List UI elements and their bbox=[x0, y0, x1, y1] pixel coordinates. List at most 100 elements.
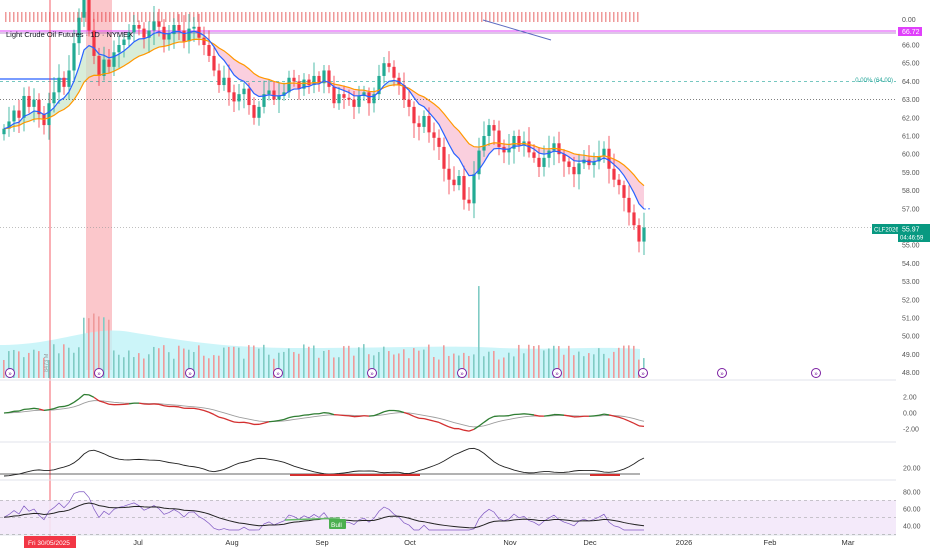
event-markers[interactable]: » » » » » » » » » » bbox=[5, 368, 821, 378]
top-tick bbox=[197, 12, 199, 22]
macd-line bbox=[308, 413, 315, 416]
top-tick bbox=[185, 12, 187, 22]
macd-line bbox=[593, 414, 600, 417]
event-marker-glyph: » bbox=[276, 372, 280, 378]
ema-cloud-segment bbox=[454, 126, 459, 159]
macd-line bbox=[43, 409, 50, 412]
top-tick bbox=[85, 12, 87, 22]
volume-bar bbox=[388, 351, 390, 378]
macd-line bbox=[258, 422, 265, 425]
top-tick bbox=[217, 12, 219, 22]
candle-body bbox=[177, 24, 181, 31]
volume-bar bbox=[243, 358, 245, 378]
top-tick bbox=[493, 12, 495, 22]
volume-bar bbox=[218, 355, 220, 378]
volume-bar bbox=[143, 358, 145, 378]
event-marker-glyph: » bbox=[370, 372, 374, 378]
top-tick bbox=[513, 12, 515, 22]
candle-body bbox=[537, 157, 541, 167]
top-tick bbox=[489, 12, 491, 22]
volume-bar bbox=[208, 358, 210, 378]
event-marker bbox=[5, 368, 15, 378]
volume-bar bbox=[553, 345, 555, 378]
candle-body bbox=[32, 99, 36, 107]
top-tick bbox=[117, 12, 119, 22]
volume-bar bbox=[533, 346, 535, 378]
macd-line bbox=[123, 403, 130, 406]
top-tick bbox=[193, 12, 195, 22]
top-tick bbox=[81, 12, 83, 22]
last-price-tag bbox=[898, 224, 930, 242]
volume-bar bbox=[443, 345, 445, 378]
macd-line bbox=[283, 417, 290, 421]
candle-body bbox=[632, 212, 636, 226]
rsi-axis-label: 80.00 bbox=[903, 489, 921, 496]
volume-bar bbox=[338, 357, 340, 378]
macd-line bbox=[228, 419, 235, 423]
candle-body bbox=[362, 92, 366, 96]
macd-line bbox=[193, 407, 200, 410]
top-tick bbox=[293, 12, 295, 22]
ema-cloud-segment bbox=[119, 50, 124, 69]
top-tick bbox=[253, 12, 255, 22]
top-tick bbox=[201, 12, 203, 22]
candle-body bbox=[312, 75, 316, 86]
volume-bar bbox=[188, 349, 190, 378]
ema-cloud-segment bbox=[439, 108, 444, 135]
ema-cloud-segment bbox=[489, 142, 494, 155]
price-axis-label: 66.00 bbox=[902, 43, 920, 50]
macd-line bbox=[433, 420, 440, 424]
top-tick bbox=[277, 12, 279, 22]
ema-cloud-segment bbox=[229, 54, 234, 75]
ema-cloud-segment bbox=[354, 89, 359, 96]
volume-bar bbox=[128, 350, 130, 378]
candle-body bbox=[392, 66, 396, 78]
candle-body bbox=[492, 125, 496, 131]
macd-axis-label: 0.00 bbox=[903, 411, 917, 418]
candle-body bbox=[387, 63, 391, 67]
top-tick bbox=[205, 12, 207, 22]
volume-bar bbox=[193, 352, 195, 378]
candle-body bbox=[407, 99, 411, 107]
time-axis-label: Jul bbox=[133, 538, 143, 547]
macd-line bbox=[173, 405, 180, 408]
volume-bar bbox=[168, 352, 170, 378]
volume-bar bbox=[558, 346, 560, 378]
time-axis-label: 2026 bbox=[676, 538, 693, 547]
top-tick bbox=[553, 12, 555, 22]
candle-body bbox=[577, 163, 581, 175]
candle-body bbox=[447, 168, 451, 180]
volume-bar bbox=[363, 344, 365, 378]
volume-bar bbox=[498, 359, 500, 378]
volume-bar bbox=[258, 348, 260, 378]
macd-line bbox=[403, 411, 410, 415]
candle-body bbox=[282, 92, 286, 96]
candle-body bbox=[227, 77, 231, 93]
volume-bar bbox=[178, 345, 180, 378]
macd-line bbox=[18, 408, 25, 412]
chart-title: Light Crude Oil Futures · 1D · NYMEX bbox=[6, 30, 133, 39]
volume-bar bbox=[253, 345, 255, 378]
candle-body bbox=[422, 115, 426, 127]
top-tick bbox=[97, 12, 99, 22]
macd-line bbox=[273, 419, 280, 422]
top-tick bbox=[269, 12, 271, 22]
bull-badge-text: Bull bbox=[331, 522, 342, 529]
ema-cloud-segment bbox=[154, 31, 159, 50]
candle-body bbox=[467, 199, 471, 204]
macd-line bbox=[278, 418, 285, 422]
macd-line bbox=[93, 396, 100, 402]
top-tick bbox=[305, 12, 307, 22]
ema-cloud-segment bbox=[254, 73, 259, 97]
volume-bar bbox=[298, 353, 300, 378]
volume-bar bbox=[588, 353, 590, 378]
candle-body bbox=[357, 95, 361, 107]
volume-bar bbox=[603, 353, 605, 378]
top-tick bbox=[505, 12, 507, 22]
volume-bar bbox=[468, 355, 470, 378]
candle-body bbox=[532, 152, 536, 158]
ema-cloud-segment bbox=[639, 181, 644, 210]
event-marker bbox=[185, 368, 195, 378]
top-tick bbox=[241, 12, 243, 22]
